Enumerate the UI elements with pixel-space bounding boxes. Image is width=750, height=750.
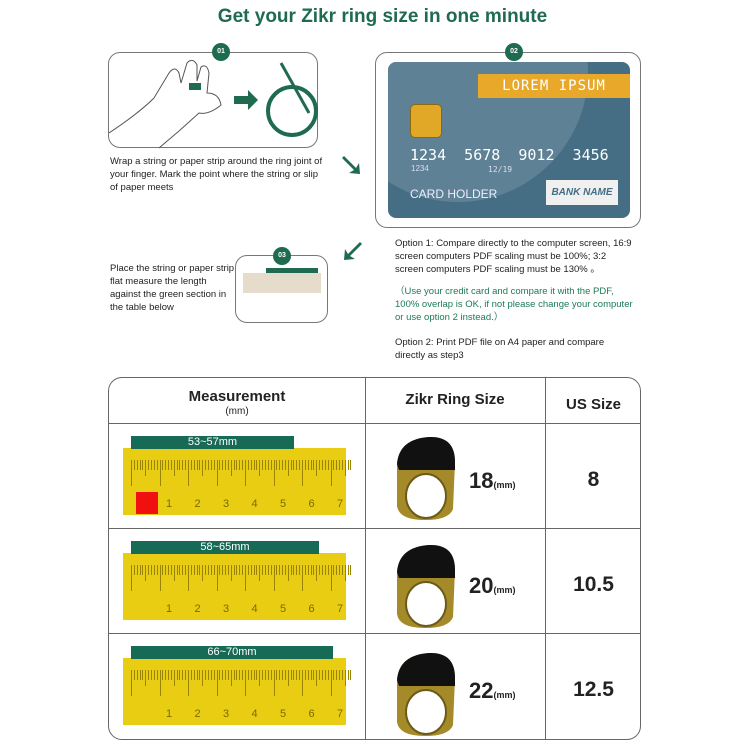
ruler-tick-label: 7: [336, 603, 344, 615]
zikr-size: 22(mm): [469, 678, 516, 703]
ruler-tick-label: 4: [251, 498, 258, 510]
ruler-image: 1 2 3 4 5 6 7: [123, 553, 352, 620]
arrow-down-right-icon: [342, 156, 360, 174]
ruler-tick-label: 5: [279, 603, 287, 615]
page-title: Get your Zikr ring size in one minute: [217, 6, 548, 27]
card-small-number: 1234: [411, 164, 429, 173]
step2-badge: 02: [505, 43, 523, 61]
ring-image: [397, 544, 455, 628]
ruler-tick-label: 6: [308, 498, 315, 510]
hand-wrap-illustration: [108, 59, 318, 149]
card-number: 1234 5678 9012 3456: [410, 146, 609, 164]
measurement-range-bar: 66~70mm: [131, 646, 333, 659]
ruler-tick-label: 6: [308, 603, 315, 615]
bank-name: BANK NAME: [546, 180, 618, 205]
header-measurement-unit: (mm): [225, 406, 249, 417]
arrow-down-left-icon: [344, 242, 362, 260]
step3-badge: 03: [273, 247, 291, 265]
ring-image: [397, 652, 455, 736]
ruler-tick-label: 1: [165, 603, 173, 615]
ruler-image: 1 2 3 4 5 6 7: [123, 658, 352, 725]
ruler-tick-label: 2: [194, 708, 201, 720]
header-zikr-size: Zikr Ring Size: [405, 391, 505, 408]
option-note-text: （Use your credit card and compare it wit…: [395, 286, 633, 323]
step3-text: Place the string or paper strip flat mea…: [110, 263, 235, 313]
chip-icon: [410, 104, 442, 138]
step1-badge: 01: [212, 43, 230, 61]
measurement-range-bar: 53~57mm: [131, 436, 294, 449]
header-us-size: US Size: [565, 396, 622, 413]
card-expiry: 12/19: [488, 165, 513, 174]
ruler-image: 1 2 3 4 5 6 7: [123, 448, 352, 515]
table-row: 1 2 3 4 5 6 7 58~65mm 20(mm) 10.5: [109, 529, 640, 633]
zikr-size: 20(mm): [469, 573, 516, 598]
red-marker: [136, 492, 158, 514]
option2-text: Option 2: Print PDF file on A4 paper and…: [395, 337, 605, 361]
ruler-tick-label: 3: [222, 498, 230, 510]
table-row: 1 2 3 4 5 6 7 66~70mm 22(mm) 12.5: [109, 634, 640, 738]
ruler-tick-label: 7: [336, 708, 344, 720]
ruler-tick-label: 2: [194, 603, 201, 615]
table-row: 1 2 3 4 5 6 7 53~57mm 18(mm) 8: [109, 424, 640, 528]
us-size: 12.5: [573, 678, 614, 701]
ruler-tick-label: 6: [308, 708, 315, 720]
ruler-tick-label: 4: [251, 603, 258, 615]
arrow-right-icon: [234, 90, 258, 110]
us-size: 10.5: [573, 573, 614, 596]
step3-box: [235, 255, 328, 323]
credit-card-image: LOREM IPSUM 1234 5678 9012 3456 1234 12/…: [388, 62, 630, 218]
ruler-tick-label: 7: [336, 498, 344, 510]
ruler-tick-label: 5: [279, 708, 287, 720]
step1-box: [108, 52, 318, 149]
measurement-range-bar: 58~65mm: [131, 541, 319, 554]
us-size: 8: [587, 468, 600, 491]
option1-text: Option 1: Compare directly to the comput…: [395, 238, 632, 275]
ruler-tick-label: 5: [279, 498, 287, 510]
size-table: Measurement (mm) Zikr Ring Size US Size …: [108, 377, 641, 740]
ruler-tick-label: 1: [165, 498, 173, 510]
ruler-tick-label: 3: [222, 708, 230, 720]
header-measurement: Measurement: [188, 388, 286, 405]
ruler-tick-label: 3: [222, 603, 230, 615]
ruler-tick-label: 4: [251, 708, 258, 720]
zikr-size: 18(mm): [469, 468, 516, 493]
ruler-image: [243, 273, 321, 293]
ruler-tick-label: 1: [165, 708, 173, 720]
ruler-tick-label: 2: [194, 498, 201, 510]
step1-text: Wrap a string or paper strip around the …: [110, 156, 323, 193]
ring-image: [397, 436, 455, 520]
card-holder: CARD HOLDER: [410, 187, 498, 201]
card-brand: LOREM IPSUM: [478, 74, 630, 98]
